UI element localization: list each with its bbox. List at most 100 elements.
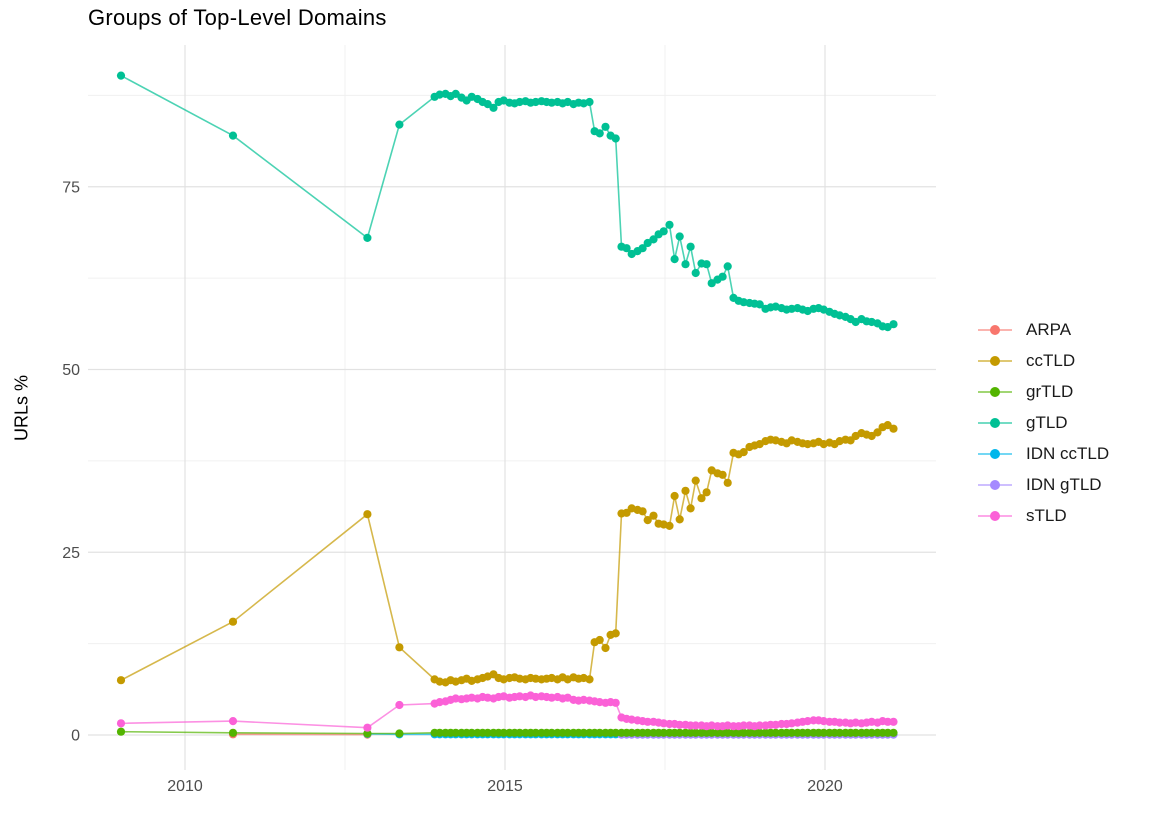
x-tick-label: 2010 (167, 778, 203, 795)
legend-marker-icon (978, 355, 1012, 366)
data-point (702, 488, 711, 497)
data-point (499, 728, 508, 737)
data-point (638, 244, 647, 253)
data-point (665, 521, 674, 531)
data-point (228, 717, 238, 726)
y-tick-label: 75 (62, 179, 80, 196)
data-point (675, 728, 684, 737)
data-point (686, 242, 695, 251)
data-point (691, 721, 700, 730)
data-point (649, 511, 658, 520)
data-point (116, 71, 126, 80)
data-point (755, 300, 764, 309)
legend-item-idn-cctld: IDN ccTLD (978, 438, 1109, 469)
data-point (611, 629, 620, 638)
x-tick-label: 2015 (487, 778, 523, 795)
data-point (363, 233, 372, 242)
minor-gridlines (88, 45, 936, 770)
data-point (611, 134, 620, 143)
data-point (643, 717, 652, 726)
data-point (873, 428, 882, 437)
data-point (675, 720, 684, 729)
legend-item-arpa: ARPA (978, 314, 1109, 345)
data-point (739, 721, 748, 730)
data-point (723, 728, 732, 737)
legend: ARPA ccTLD grTLD gTLD IDN ccTLD IDN gTLD sTLD (978, 314, 1109, 531)
data-point (547, 728, 556, 737)
legend-marker-icon (978, 479, 1012, 490)
legend-label: gTLD (1026, 412, 1068, 432)
data-point (601, 122, 610, 131)
data-point (718, 272, 727, 281)
legend-item-grtld: grTLD (978, 376, 1109, 407)
data-point (611, 728, 620, 737)
data-point (395, 643, 404, 652)
series-line-gtld (120, 74, 894, 328)
data-point (889, 728, 898, 737)
data-point (697, 494, 706, 503)
data-point (611, 698, 620, 707)
legend-label: ARPA (1026, 319, 1072, 339)
data-point (435, 728, 444, 737)
data-point (627, 728, 636, 737)
legend-marker-icon (978, 386, 1012, 397)
data-point (675, 232, 684, 241)
data-point (116, 727, 126, 736)
legend-label: ccTLD (1026, 350, 1076, 370)
series-stld (116, 691, 898, 732)
legend-item-idn-gtld: IDN gTLD (978, 469, 1109, 500)
data-point (675, 515, 684, 524)
data-point (585, 675, 594, 684)
data-point (489, 103, 498, 112)
data-point (563, 728, 572, 737)
data-point (595, 129, 604, 138)
data-point (363, 729, 372, 738)
data-point (889, 320, 898, 329)
data-point (228, 131, 238, 140)
data-point (883, 728, 892, 737)
data-point (691, 728, 700, 737)
data-point (867, 728, 876, 737)
data-point (483, 728, 492, 737)
data-point (771, 728, 780, 737)
data-point (686, 504, 695, 513)
series-arpa (228, 730, 372, 739)
data-point (595, 728, 604, 737)
data-point (659, 728, 668, 737)
major-gridlines (88, 45, 936, 770)
data-point (659, 227, 668, 236)
data-point (670, 255, 679, 264)
axis-tick-labels: 0 25 50 75 2010 2015 2020 (62, 179, 843, 795)
data-point (723, 478, 732, 487)
legend-marker-icon (978, 510, 1012, 521)
legend-item-stld: sTLD (978, 500, 1109, 531)
data-point (723, 262, 732, 271)
data-point (363, 510, 372, 519)
legend-item-gtld: gTLD (978, 407, 1109, 438)
data-point (595, 635, 604, 645)
data-point (531, 728, 540, 737)
series-gtld (116, 71, 898, 332)
data-point (601, 643, 610, 653)
data-point (116, 719, 126, 728)
y-axis-title: URLs % (11, 374, 32, 442)
chart-title: Groups of Top-Level Domains (88, 5, 387, 30)
x-tick-label: 2020 (807, 778, 843, 795)
data-point (116, 676, 126, 685)
series-grtld (116, 727, 898, 738)
data-point (228, 617, 238, 626)
data-point (467, 728, 476, 737)
data-point (638, 507, 647, 516)
data-point (755, 721, 764, 730)
legend-label: sTLD (1026, 505, 1067, 525)
data-point (515, 728, 524, 737)
y-tick-label: 25 (62, 545, 80, 562)
data-point (585, 97, 594, 107)
data-point (670, 491, 679, 501)
data-point (395, 700, 404, 710)
data-point (363, 723, 372, 732)
legend-label: grTLD (1026, 381, 1074, 401)
legend-marker-icon (978, 448, 1012, 459)
y-tick-label: 50 (62, 362, 80, 379)
